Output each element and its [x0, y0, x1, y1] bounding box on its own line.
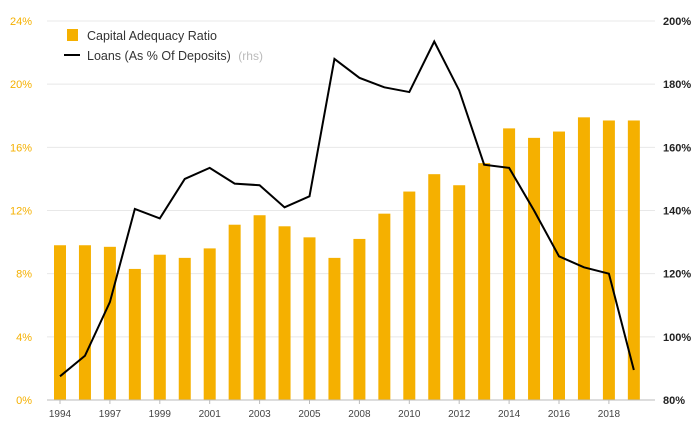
- bar-2016: [602, 120, 615, 401]
- bar-2009: [428, 174, 441, 400]
- y-left-tick-label: 16%: [10, 142, 32, 154]
- loans-line: [59, 39, 635, 378]
- x-tick-label: 2018: [598, 409, 621, 420]
- loans-line-layer: [59, 39, 635, 378]
- legend-label-capital-adequacy: Capital Adequacy Ratio: [87, 29, 217, 43]
- capital-adequacy-bars: [54, 117, 640, 401]
- y-right-tick-label: 140%: [663, 206, 691, 218]
- y-left-tick-label: 20%: [10, 79, 32, 91]
- bar-2005: [328, 257, 341, 400]
- legend-swatch-capital-adequacy: [67, 29, 78, 41]
- bar-2008: [403, 191, 416, 400]
- bar-2000: [203, 248, 216, 400]
- bar-2010: [453, 185, 466, 400]
- y-left-tick-label: 12%: [10, 206, 32, 218]
- bar-2002: [253, 215, 266, 400]
- legend: Capital Adequacy Ratio Loans (As % Of De…: [64, 29, 263, 63]
- x-tick-label: 2010: [398, 409, 421, 420]
- legend-label-loans: Loans (As % Of Deposits) (rhs): [87, 49, 263, 63]
- bar-2006: [353, 238, 366, 400]
- y-left-tick-label: 4%: [16, 332, 32, 344]
- x-tick-label: 1994: [49, 409, 72, 420]
- bar-1994: [54, 245, 66, 400]
- y-right-tick-label: 200%: [663, 16, 691, 28]
- bar-1997: [128, 268, 141, 400]
- x-tick-label: 2003: [248, 409, 271, 420]
- bar-2014: [553, 131, 565, 400]
- x-tick-label: 2016: [548, 409, 571, 420]
- x-tick-label: 2014: [498, 409, 521, 420]
- bar-2003: [278, 226, 291, 400]
- bar-1995: [78, 245, 91, 400]
- x-tick-label: 2005: [298, 409, 321, 420]
- bar-2015: [577, 117, 590, 401]
- x-tick-label: 2012: [448, 409, 471, 420]
- y-right-tick-label: 100%: [663, 332, 691, 344]
- bar-2013: [528, 137, 541, 400]
- bar-1999: [178, 257, 191, 400]
- bar-2012: [503, 128, 516, 400]
- y-right-tick-label: 80%: [663, 395, 685, 407]
- legend-label-loans-name: Loans (As % Of Deposits): [87, 49, 231, 63]
- y-right-tick-label: 180%: [663, 79, 691, 91]
- y-right-tick-label: 120%: [663, 269, 691, 281]
- bar-2001: [228, 224, 241, 400]
- x-tick-label: 1997: [99, 409, 122, 420]
- x-tick-label: 1999: [149, 409, 172, 420]
- bar-1996: [103, 246, 116, 400]
- y-left-tick-label: 0%: [16, 395, 32, 407]
- axes: 0% 4% 8% 12% 16% 20% 24% 80% 100% 120% 140% 160% 180…: [10, 16, 691, 420]
- bar-2004: [303, 237, 316, 400]
- y-left-tick-label: 24%: [10, 16, 32, 28]
- bar-2017: [627, 120, 640, 401]
- legend-label-loans-rhs: (rhs): [238, 49, 263, 63]
- x-tick-label: 2001: [199, 409, 222, 420]
- bar-1998: [153, 254, 166, 400]
- y-right-tick-label: 160%: [663, 142, 691, 154]
- bar-2011: [478, 163, 491, 400]
- y-left-tick-label: 8%: [16, 269, 32, 281]
- x-tick-label: 2008: [348, 409, 371, 420]
- bar-2007: [378, 213, 391, 400]
